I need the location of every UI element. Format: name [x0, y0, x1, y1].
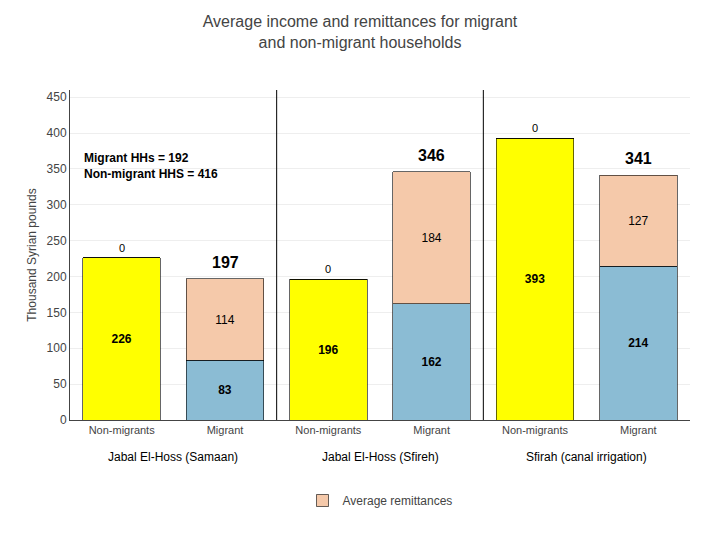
svg-text:200: 200	[47, 270, 67, 284]
svg-text:Migrant: Migrant	[207, 424, 244, 436]
svg-text:346: 346	[418, 147, 445, 164]
svg-text:197: 197	[212, 254, 239, 271]
svg-text:150: 150	[47, 306, 67, 320]
svg-text:Migrant HHs = 192Non-migrant H: Migrant HHs = 192Non-migrant HHS = 416	[84, 151, 218, 181]
svg-text:50: 50	[53, 377, 67, 391]
svg-text:Average remittances: Average remittances	[343, 494, 453, 508]
svg-text:350: 350	[47, 162, 67, 176]
svg-text:Non-migrants: Non-migrants	[89, 424, 156, 436]
svg-text:Non-migrants: Non-migrants	[295, 424, 362, 436]
svg-text:184: 184	[421, 231, 441, 245]
svg-text:393: 393	[525, 272, 545, 286]
svg-text:114: 114	[215, 313, 234, 327]
svg-text:0: 0	[532, 122, 538, 134]
svg-text:Jabal El-Hoss (Sfireh): Jabal El-Hoss (Sfireh)	[322, 450, 439, 464]
svg-text:400: 400	[47, 126, 67, 140]
svg-text:450: 450	[47, 90, 67, 104]
svg-text:226: 226	[111, 332, 131, 346]
svg-text:Thousand Syrian pounds: Thousand Syrian pounds	[25, 188, 39, 321]
svg-text:Average income and remittances: Average income and remittances for migra…	[203, 13, 518, 51]
svg-text:83: 83	[218, 383, 232, 397]
svg-text:0: 0	[119, 242, 125, 254]
svg-text:0: 0	[325, 263, 331, 275]
svg-text:Migrant: Migrant	[620, 424, 657, 436]
svg-text:Jabal El-Hoss (Samaan): Jabal El-Hoss (Samaan)	[108, 450, 238, 464]
svg-text:Sfirah (canal irrigation): Sfirah (canal irrigation)	[526, 450, 647, 464]
svg-text:100: 100	[47, 341, 67, 355]
svg-text:196: 196	[318, 343, 338, 357]
svg-text:341: 341	[625, 150, 652, 167]
svg-text:127: 127	[628, 214, 648, 228]
svg-text:250: 250	[47, 234, 67, 248]
svg-text:0: 0	[60, 413, 67, 427]
svg-text:Migrant: Migrant	[413, 424, 450, 436]
svg-text:300: 300	[47, 198, 67, 212]
svg-text:214: 214	[628, 336, 648, 350]
svg-text:162: 162	[421, 355, 441, 369]
svg-text:Non-migrants: Non-migrants	[502, 424, 569, 436]
